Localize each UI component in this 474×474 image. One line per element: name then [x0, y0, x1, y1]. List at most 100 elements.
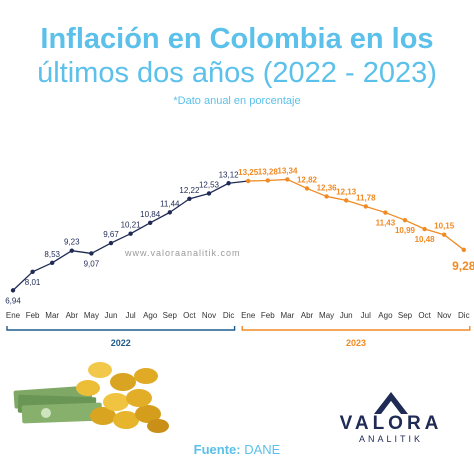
data-label: 10,15 [434, 222, 455, 231]
data-point [402, 217, 408, 223]
series-line-segment [149, 211, 171, 224]
series-line-segment [248, 179, 268, 182]
data-point [383, 210, 388, 215]
x-tick-label: Oct [418, 311, 431, 320]
money-illustration [13, 362, 169, 433]
series-line-segment [12, 271, 34, 291]
data-label: 8,53 [44, 250, 60, 259]
data-point [187, 196, 192, 202]
data-label: 12,36 [317, 183, 338, 192]
series-line-segment [326, 195, 347, 202]
x-tick-label: Nov [202, 311, 216, 320]
data-label: 9,28 [452, 259, 474, 273]
data-label: 13,34 [277, 166, 298, 175]
data-label: 12,22 [179, 186, 200, 195]
x-tick-label: Feb [26, 311, 40, 320]
data-label: 10,84 [140, 210, 161, 219]
data-point [363, 204, 368, 209]
data-label: 9,23 [64, 238, 80, 247]
data-point [30, 269, 35, 275]
x-tick-label: Ene [6, 311, 21, 320]
gold-coins-icon [76, 362, 169, 433]
brand-subtitle: ANALITIK [358, 434, 423, 444]
data-point [265, 178, 270, 183]
data-point [246, 178, 251, 184]
data-label: 12,13 [336, 187, 357, 196]
data-point [89, 251, 94, 256]
data-label: 8,01 [25, 278, 41, 287]
data-label: 10,21 [121, 221, 142, 230]
data-label: 9,07 [84, 259, 100, 268]
data-point [422, 226, 427, 232]
data-label: 13,25 [238, 168, 259, 177]
data-point [304, 186, 310, 191]
x-tick-label: Jul [361, 311, 371, 320]
series-line-segment [189, 192, 210, 200]
brand-name: VALORA [339, 413, 443, 434]
series-line-segment [32, 262, 53, 273]
series-line-segment [306, 187, 327, 198]
data-point [167, 210, 172, 215]
data-point [461, 247, 466, 253]
data-point [128, 231, 133, 236]
x-tick-label: May [84, 311, 99, 320]
data-point [442, 232, 447, 237]
series-line-segment [208, 182, 229, 195]
x-tick-label: Sep [398, 311, 413, 320]
x-tick-label: Oct [183, 311, 196, 320]
data-point [344, 198, 349, 203]
data-point [148, 220, 153, 225]
data-point [69, 248, 75, 253]
x-tick-label: Ago [378, 311, 393, 320]
data-label: 11,43 [376, 219, 396, 228]
series-line-segment [365, 205, 386, 214]
year-label: 2022 [111, 338, 131, 348]
data-point [108, 240, 114, 246]
data-label: 10,48 [415, 235, 436, 244]
series-line-segment [91, 242, 112, 255]
series-line-segment [385, 211, 406, 221]
source-value: DANE [244, 442, 281, 457]
data-label: 12,82 [297, 175, 318, 184]
series-line-segment [404, 219, 425, 230]
x-tick-label: Jun [340, 311, 353, 320]
series-line-segment [71, 250, 92, 255]
series-line-segment [130, 222, 151, 235]
series-line-segment [267, 178, 288, 182]
data-label: 13,12 [219, 170, 240, 179]
x-tick-label: Sep [163, 311, 178, 320]
series-line-segment [228, 180, 249, 184]
valora-analitik-logo: VALORA ANALITIK [336, 392, 446, 445]
x-tick-label: Mar [281, 311, 295, 320]
data-point [226, 181, 231, 186]
series-line-segment [287, 178, 308, 190]
series-line-segment [424, 228, 445, 236]
data-label: 11,44 [160, 199, 180, 208]
x-tick-label: Feb [261, 311, 275, 320]
x-tick-label: Abr [66, 311, 79, 320]
data-point [50, 260, 55, 266]
x-tick-label: Nov [437, 311, 451, 320]
data-label: 11,78 [356, 193, 376, 202]
x-tick-label: Ene [241, 311, 256, 320]
data-point [206, 191, 212, 196]
data-point [324, 194, 329, 199]
x-tick-label: May [319, 311, 334, 320]
valora-logo-mark-icon [374, 392, 408, 414]
data-label: 9,67 [103, 230, 119, 239]
series-line-segment [51, 250, 73, 264]
chart-subtitle: *Dato anual en porcentaje [173, 95, 301, 107]
data-label: 13,28 [258, 167, 279, 176]
series-line-segment [443, 234, 465, 251]
series-line-segment [346, 199, 366, 208]
x-tick-label: Abr [301, 311, 314, 320]
banknote-stack-icon [13, 385, 103, 424]
x-tick-label: Dic [223, 311, 235, 320]
watermark-text: www.valoraanalitik.com [124, 248, 241, 258]
year-bracket [6, 326, 236, 331]
data-label: 12,53 [199, 180, 220, 189]
year-label: 2023 [346, 338, 366, 348]
x-tick-label: Ago [143, 311, 158, 320]
data-label: 6,94 [5, 296, 21, 305]
